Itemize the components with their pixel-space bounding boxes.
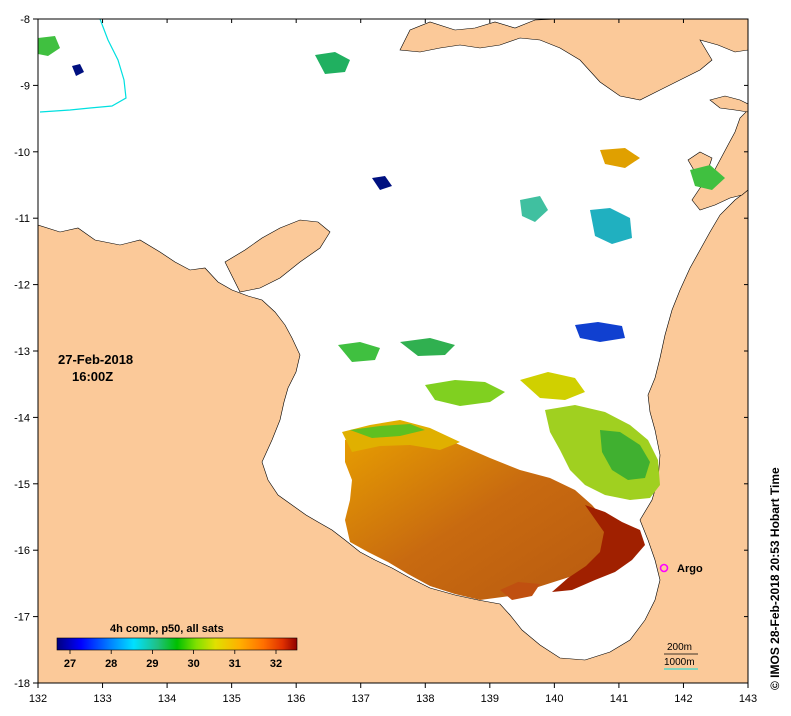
sst-green-band: [350, 424, 425, 438]
colorbar-tick-label: 29: [146, 658, 158, 670]
sst-patch-mid: [400, 338, 455, 356]
sst-patch-green-left: [338, 342, 380, 362]
sst-patch-orange-ne: [600, 148, 640, 168]
colorbar-tick-label: 30: [187, 658, 199, 670]
depth-contour: [39, 19, 127, 113]
sst-patch-nw-2: [38, 36, 60, 56]
x-tick-label: 141: [610, 693, 628, 705]
argo-marker-icon: [659, 563, 669, 573]
y-tick-label: -15: [14, 479, 30, 491]
sst-patch-blue-1: [575, 322, 625, 342]
argo-label: Argo: [677, 563, 703, 575]
map-date: 27-Feb-2018: [58, 352, 133, 367]
y-tick-label: -11: [15, 213, 30, 225]
sst-patch-green-ne: [690, 165, 725, 190]
colorbar-tick-label: 31: [229, 658, 241, 670]
colorbar-title: 4h comp, p50, all sats: [110, 623, 224, 635]
x-axis: 132 133 134 135 136 137 138 139 140 141 142 143: [29, 19, 757, 705]
x-tick-label: 134: [158, 693, 176, 705]
map-time: 16:00Z: [72, 369, 113, 384]
x-tick-label: 136: [287, 693, 305, 705]
colorbar-tick-label: 32: [270, 658, 282, 670]
sst-central-patch: [425, 380, 505, 406]
sst-warm-core: [345, 428, 612, 600]
sst-patch-nw: [315, 52, 350, 74]
y-tick-label: -10: [14, 147, 30, 159]
x-tick-label: 139: [481, 693, 499, 705]
credit-text: © IMOS 28-Feb-2018 20:53 Hobart Time: [768, 467, 782, 690]
sst-east-green: [600, 430, 650, 480]
land-west: [38, 189, 748, 683]
depth-legend: 200m 1000m: [664, 642, 698, 670]
sst-hot-edge: [552, 505, 645, 592]
x-tick-label: 137: [352, 693, 370, 705]
y-axis: -8 -9 -10 -11 -12 -13 -14 -15 -16 -17 -18: [14, 14, 748, 690]
depth-1000-label: 1000m: [664, 657, 695, 668]
y-tick-label: -17: [14, 612, 30, 624]
land-island-north: [709, 95, 748, 113]
colorbar-tick-label: 28: [105, 658, 117, 670]
colorbar-ramp: [56, 637, 298, 651]
depth-200-label: 200m: [667, 642, 692, 653]
y-tick-label: -8: [20, 14, 30, 26]
land-new-guinea: [399, 19, 748, 101]
sst-patch-yellow: [520, 372, 585, 400]
x-tick-label: 140: [545, 693, 563, 705]
y-tick-label: -16: [14, 545, 30, 557]
x-tick-label: 143: [739, 693, 757, 705]
y-tick-label: -14: [14, 412, 30, 424]
y-tick-label: -12: [14, 280, 30, 292]
argo-legend: Argo: [659, 563, 703, 575]
y-tick-label: -9: [20, 80, 30, 92]
y-tick-label: -13: [14, 346, 30, 358]
sst-patch-cyan-1: [590, 208, 632, 244]
y-tick-label: -18: [14, 678, 30, 690]
x-tick-label: 135: [222, 693, 240, 705]
x-tick-label: 142: [674, 693, 692, 705]
sst-patch-blue-2: [372, 176, 392, 190]
colorbar: 4h comp, p50, all sats 27 28 29 30 31 32: [56, 623, 298, 670]
x-tick-label: 138: [416, 693, 434, 705]
sst-patch-cyan-2: [520, 196, 548, 222]
sst-coast-bits: [500, 582, 540, 600]
land-island-wessel: [224, 219, 331, 293]
x-tick-label: 133: [93, 693, 111, 705]
x-tick-label: 132: [29, 693, 47, 705]
sst-patch-blue-3: [72, 64, 84, 76]
colorbar-tick-label: 27: [64, 658, 76, 670]
